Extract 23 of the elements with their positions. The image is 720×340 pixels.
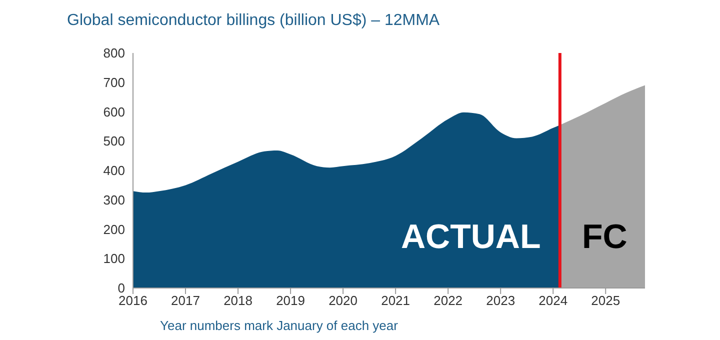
chart-title: Global semiconductor billings (billion US$) – 12MMA (67, 12, 440, 30)
x-tick-label: 2019 (276, 293, 305, 308)
x-tick-label: 2017 (171, 293, 200, 308)
y-tick-label: 200 (103, 222, 125, 237)
y-tick-label: 700 (103, 74, 125, 90)
y-tick-label: 500 (103, 134, 125, 149)
annotation: ACTUAL (401, 218, 541, 257)
x-tick-label: 2021 (381, 293, 410, 308)
x-tick-label: 2023 (486, 293, 516, 308)
x-tick-label: 2025 (591, 293, 620, 308)
x-tick-label: 2024 (538, 293, 568, 308)
x-tick-label: 2016 (118, 293, 148, 308)
y-tick-label: 300 (103, 192, 125, 208)
y-tick-label: 100 (103, 251, 125, 266)
y-tick-label: 400 (103, 163, 125, 178)
x-tick-label: 2018 (224, 293, 252, 308)
annotation: FC (582, 218, 628, 257)
y-tick-label: 0 (118, 280, 125, 296)
y-tick-label: 800 (103, 46, 125, 61)
y-tick-label: 600 (103, 104, 125, 120)
x-tick-label: 2022 (434, 293, 463, 308)
text: Year numbers mark January of each year (160, 318, 398, 333)
x-tick-label: 2020 (328, 293, 358, 308)
